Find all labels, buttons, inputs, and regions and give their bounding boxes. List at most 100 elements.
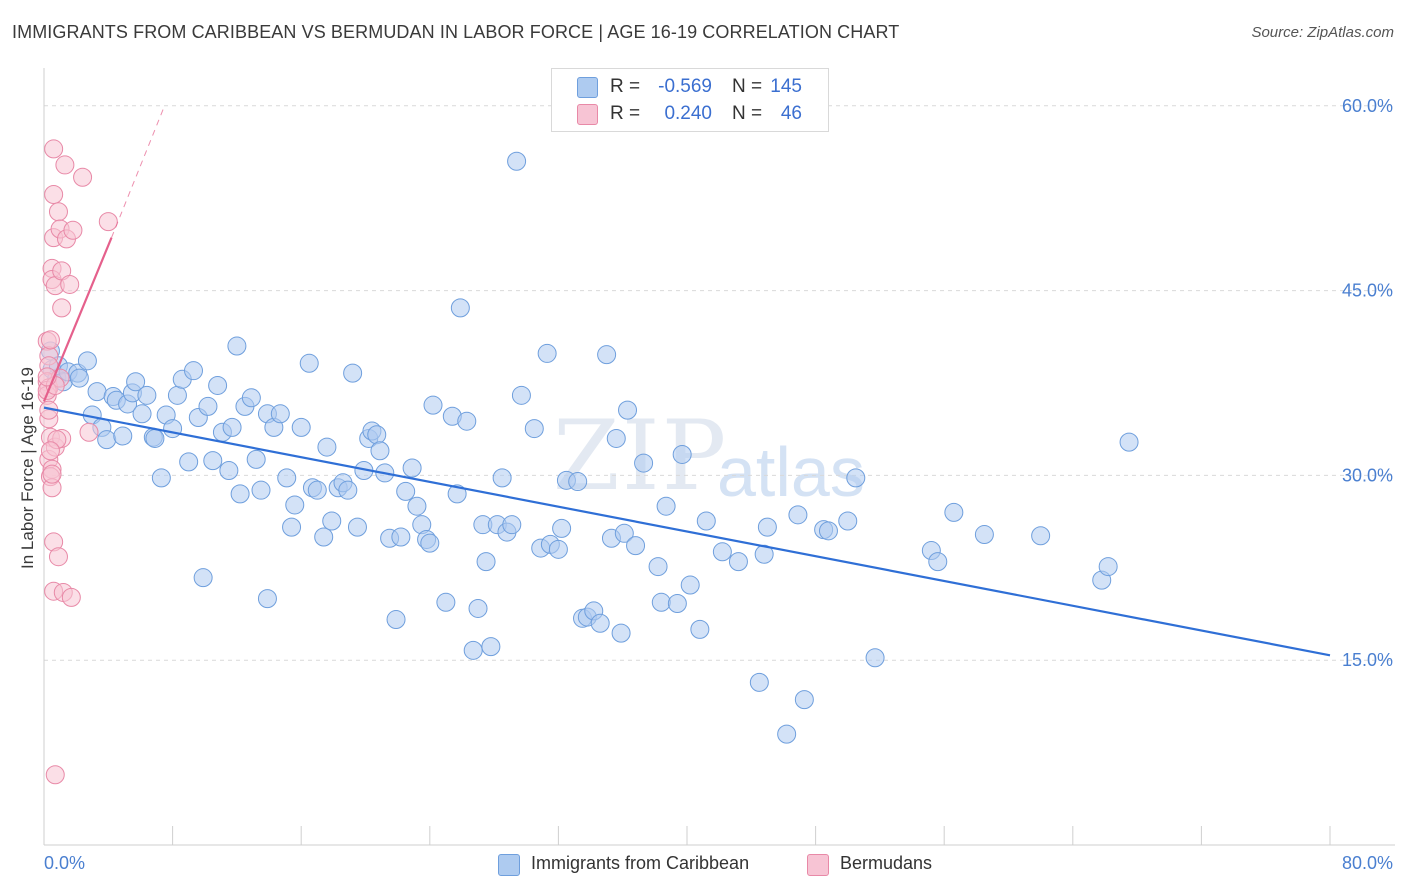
caribbean-point — [299, 353, 319, 373]
caribbean-point — [167, 385, 187, 405]
caribbean-point — [672, 444, 692, 464]
caribbean-point — [696, 511, 716, 531]
y-tick-label: 45.0% — [1342, 281, 1393, 301]
caribbean-point — [317, 437, 337, 457]
caribbean-point — [846, 468, 866, 488]
caribbean-point — [507, 151, 527, 171]
bermudan-point — [40, 441, 60, 461]
caribbean-point — [343, 363, 363, 383]
axes — [43, 68, 1395, 846]
caribbean-point — [137, 385, 157, 405]
bermudan-point — [63, 220, 83, 240]
source-label: Source: ZipAtlas.com — [1251, 24, 1394, 41]
caribbean-point — [151, 468, 171, 488]
pink-legend-swatch — [807, 854, 829, 876]
bermudan-points — [37, 139, 118, 785]
caribbean-point — [690, 619, 710, 639]
caribbean-point — [944, 502, 964, 522]
caribbean-point — [537, 343, 557, 363]
bermudan-point — [60, 274, 80, 294]
caribbean-point — [132, 404, 152, 424]
caribbean-point — [285, 495, 305, 515]
legend-r-value: 0.240 — [664, 103, 712, 124]
caribbean-point — [241, 388, 261, 408]
watermark-atlas: atlas — [717, 433, 865, 511]
caribbean-point — [338, 480, 358, 500]
series-legend: Immigrants from Caribbean Bermudans — [0, 852, 1406, 876]
caribbean-point — [163, 419, 183, 439]
caribbean-point — [749, 672, 769, 692]
caribbean-point — [928, 552, 948, 572]
bermudan-point — [79, 422, 99, 442]
pink-swatch — [577, 104, 598, 125]
chart-title: IMMIGRANTS FROM CARIBBEAN VS BERMUDAN IN… — [12, 22, 900, 42]
caribbean-point — [230, 484, 250, 504]
caribbean-point — [818, 521, 838, 541]
caribbean-point — [450, 298, 470, 318]
caribbean-point — [386, 610, 406, 630]
bermudan-point — [52, 298, 72, 318]
bermudan-point — [48, 547, 68, 567]
caribbean-point — [651, 592, 671, 612]
trend-lines — [42, 105, 1331, 657]
legend-n-label: N = — [732, 76, 763, 97]
caribbean-point — [680, 575, 700, 595]
legend-n-value: 46 — [780, 103, 802, 124]
bermudan-point — [48, 202, 68, 222]
grid-lines — [44, 105, 1395, 661]
caribbean-point — [257, 589, 277, 609]
caribbean-point — [648, 557, 668, 577]
caribbean-point — [492, 468, 512, 488]
caribbean-point — [69, 368, 89, 388]
blue-swatch — [577, 77, 598, 98]
caribbean-point — [126, 372, 146, 392]
caribbean-point — [457, 411, 477, 431]
caribbean-point — [757, 517, 777, 537]
caribbean-point — [552, 518, 572, 538]
caribbean-point — [788, 505, 808, 525]
caribbean-point — [1098, 557, 1118, 577]
caribbean-point — [198, 396, 218, 416]
caribbean-point — [1031, 526, 1051, 546]
caribbean-point — [208, 375, 228, 395]
caribbean-point — [614, 523, 634, 543]
caribbean-point — [347, 517, 367, 537]
caribbean-point — [222, 417, 242, 437]
y-tick-label: 15.0% — [1342, 650, 1393, 670]
tick-labels: 15.0% 30.0% 45.0% 60.0% 0.0% 80.0% — [44, 96, 1393, 873]
caribbean-point — [423, 395, 443, 415]
caribbean-point — [597, 345, 617, 365]
caribbean-points — [40, 151, 1139, 744]
caribbean-point — [402, 458, 422, 478]
bermudan-trend-line — [42, 237, 113, 402]
y-tick-label: 30.0% — [1342, 465, 1393, 485]
caribbean-point — [436, 592, 456, 612]
x-tick-label-max: 80.0% — [1342, 853, 1393, 873]
caribbean-point — [777, 724, 797, 744]
bermudan-point — [55, 155, 75, 175]
legend-r-value: -0.569 — [658, 76, 712, 97]
caribbean-point — [183, 361, 203, 381]
caribbean-point — [611, 623, 631, 643]
caribbean-point — [667, 594, 687, 614]
caribbean-point — [463, 640, 483, 660]
caribbean-point — [77, 351, 97, 371]
caribbean-point — [113, 426, 133, 446]
caribbean-point — [838, 511, 858, 531]
caribbean-point — [656, 496, 676, 516]
caribbean-trend-line — [43, 406, 1331, 657]
caribbean-point — [370, 441, 390, 461]
bermudan-point — [42, 464, 62, 484]
caribbean-point — [626, 536, 646, 556]
caribbean-point — [367, 425, 387, 445]
caribbean-point — [396, 481, 416, 501]
blue-legend-swatch — [498, 854, 520, 876]
caribbean-point — [568, 472, 588, 492]
correlation-legend: R = -0.569 N = 145 R = 0.240 N = 46 — [551, 68, 829, 132]
caribbean-point — [291, 417, 311, 437]
bermudan-point — [98, 212, 118, 232]
caribbean-point — [481, 637, 501, 657]
caribbean-point — [511, 385, 531, 405]
caribbean-point — [246, 449, 266, 469]
